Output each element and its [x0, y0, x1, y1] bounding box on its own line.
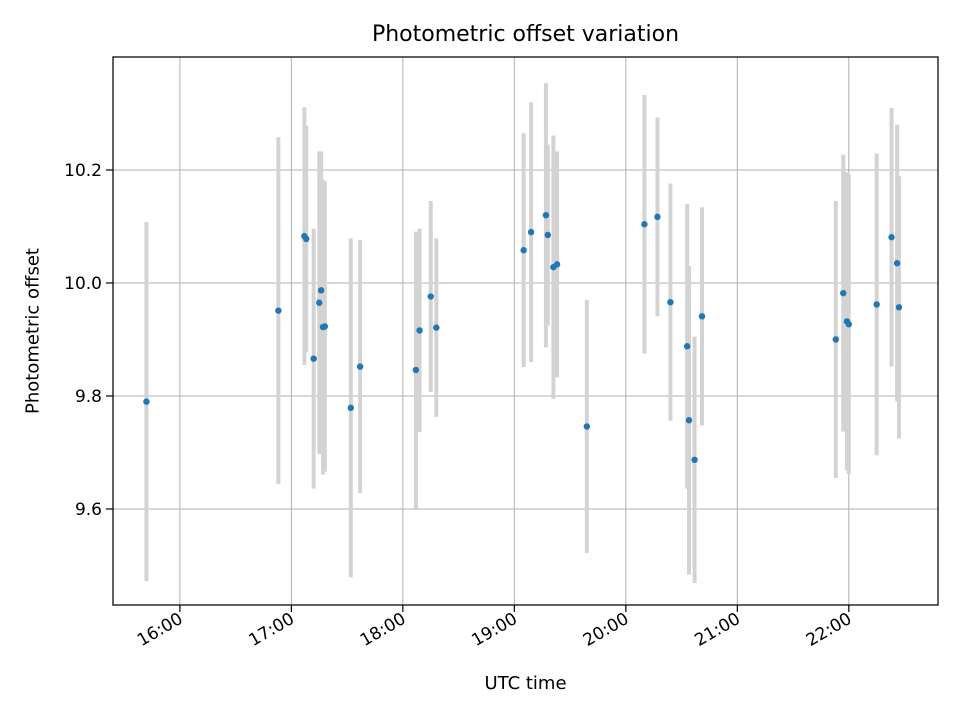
data-point: [544, 231, 551, 239]
x-tick-label: 18:00: [357, 609, 409, 651]
data-point: [895, 304, 903, 311]
x-tick-label: 22:00: [803, 609, 855, 651]
data-point: [873, 301, 880, 308]
plot-frame: [112, 56, 939, 606]
data-point: [845, 321, 853, 328]
data-point: [893, 260, 901, 267]
data-point: [542, 211, 550, 219]
x-tick-label: 20:00: [580, 609, 632, 651]
x-axis-label: UTC time: [484, 673, 567, 694]
y-tick-label: 9.6: [75, 500, 102, 520]
y-tick-label: 10.2: [64, 161, 102, 181]
data-point: [691, 456, 698, 464]
data-point: [317, 287, 325, 294]
data-point: [520, 247, 527, 254]
data-point: [641, 221, 648, 228]
axis-ticks: 16:00 17:00 18:00 19:00 20:00 21:00 22:00 9.6 9.…: [64, 161, 855, 651]
data-point: [412, 366, 420, 374]
data-point: [356, 363, 364, 370]
data-point: [316, 299, 323, 306]
data-point: [427, 293, 434, 300]
chart-title: Photometric offset variation: [371, 22, 680, 47]
data-point: [143, 398, 150, 405]
data-point: [683, 343, 691, 350]
data-point: [840, 289, 847, 297]
data-point: [321, 323, 329, 330]
x-tick-label: 16:00: [134, 609, 186, 651]
data-point: [583, 423, 591, 430]
y-tick-label: 10.0: [64, 274, 102, 294]
data-point: [303, 235, 310, 243]
x-tick-label: 19:00: [468, 609, 520, 651]
data-point: [347, 404, 355, 412]
data-point: [527, 228, 535, 236]
data-point: [416, 327, 423, 334]
data-point: [832, 336, 840, 343]
data-point: [667, 298, 674, 306]
x-tick-label: 17:00: [245, 609, 297, 651]
error-bars: [144, 82, 901, 583]
data-point: [888, 234, 895, 241]
data-point: [310, 355, 317, 362]
data-points: [143, 211, 903, 464]
data-point: [553, 261, 561, 268]
x-tick-label: 21:00: [691, 609, 743, 651]
y-tick-label: 9.8: [75, 387, 102, 407]
data-point: [654, 213, 661, 221]
data-point: [698, 313, 706, 320]
data-point: [433, 324, 440, 331]
data-point: [685, 417, 693, 424]
data-point: [275, 307, 282, 314]
